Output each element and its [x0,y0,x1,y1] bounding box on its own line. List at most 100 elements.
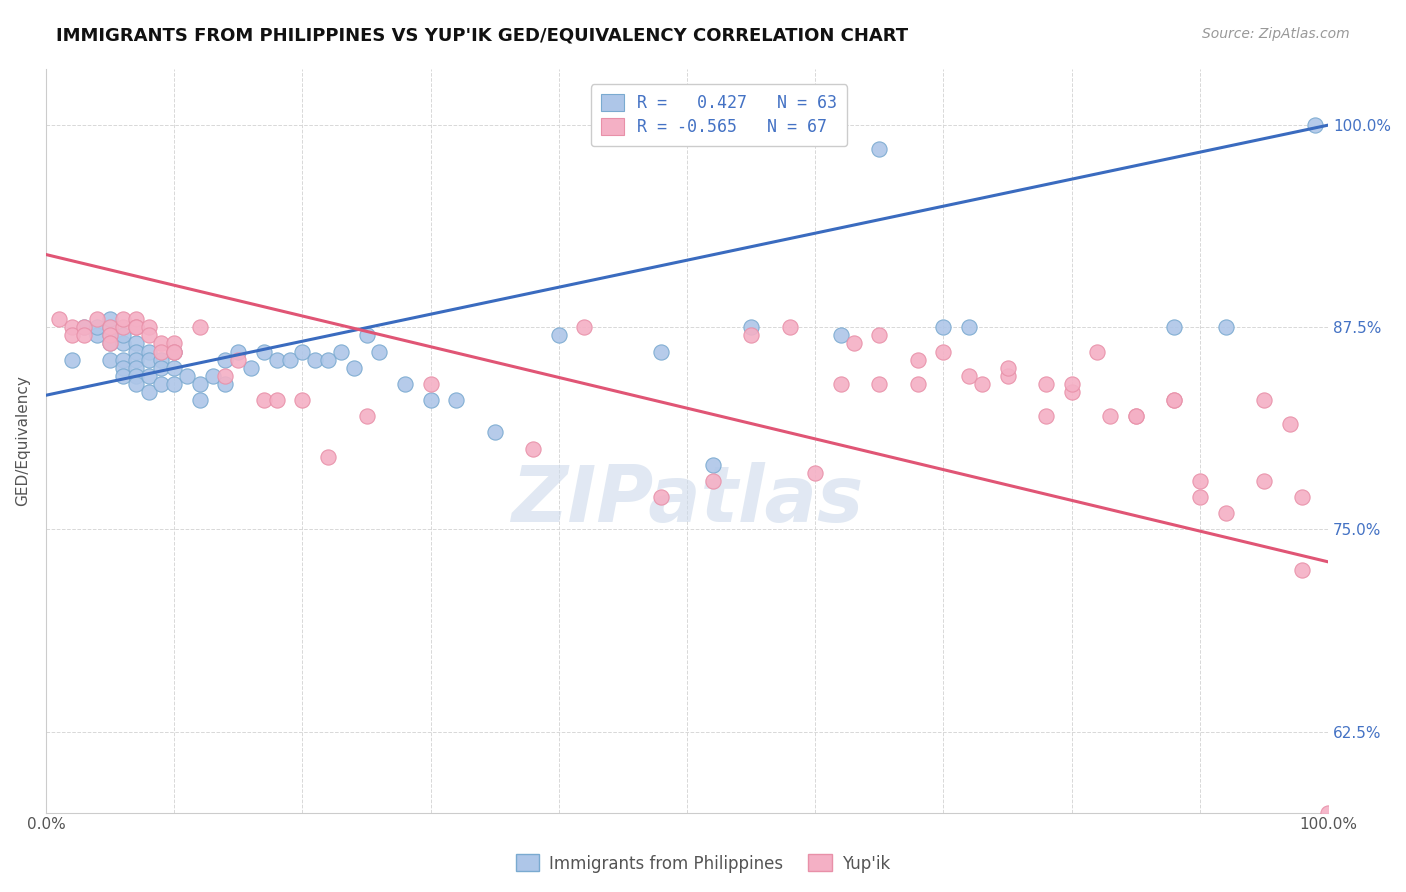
Point [73,328,96,343]
Point [1215,506,1237,520]
Point [98,352,121,367]
Point [997,360,1019,375]
Point [86,320,108,334]
Point [356,328,378,343]
Point [266,352,288,367]
Point [138,384,160,399]
Point [1060,376,1083,391]
Point [316,352,339,367]
Point [419,393,441,408]
Point [163,344,186,359]
Point [957,368,980,383]
Point [98,336,121,351]
Point [1099,409,1122,424]
Point [163,344,186,359]
Point [446,393,468,408]
Point [125,336,148,351]
Point [48,312,70,326]
Point [60,352,83,367]
Point [343,360,366,375]
Point [868,142,890,156]
Point [176,368,198,383]
Point [98,320,121,334]
Point [163,344,186,359]
Point [368,344,391,359]
Point [804,466,827,480]
Point [125,376,148,391]
Point [253,393,276,408]
Point [125,312,148,326]
Point [111,360,134,375]
Point [226,344,249,359]
Point [304,352,326,367]
Point [740,320,762,334]
Point [111,352,134,367]
Point [842,336,865,351]
Point [60,328,83,343]
Point [138,352,160,367]
Point [1060,384,1083,399]
Point [932,344,955,359]
Point [150,344,173,359]
Point [111,320,134,334]
Legend: R =   0.427   N = 63, R = -0.565   N = 67: R = 0.427 N = 63, R = -0.565 N = 67 [591,84,848,146]
Point [1163,393,1185,408]
Point [868,376,890,391]
Point [98,336,121,351]
Point [522,442,544,456]
Point [650,490,672,504]
Point [1278,417,1301,432]
Point [1305,118,1327,132]
Point [98,320,121,334]
Point [163,360,186,375]
Legend: Immigrants from Philippines, Yup'ik: Immigrants from Philippines, Yup'ik [509,847,897,880]
Point [163,376,186,391]
Point [702,474,724,488]
Point [125,344,148,359]
Point [150,352,173,367]
Point [650,344,672,359]
Text: Source: ZipAtlas.com: Source: ZipAtlas.com [1202,27,1350,41]
Point [163,336,186,351]
Point [1317,805,1340,820]
Point [702,458,724,472]
Point [1125,409,1147,424]
Point [150,336,173,351]
Point [830,376,852,391]
Point [188,393,211,408]
Point [907,352,929,367]
Text: ZIPatlas: ZIPatlas [510,462,863,538]
Point [1035,409,1057,424]
Point [1163,393,1185,408]
Point [138,320,160,334]
Point [1253,393,1275,408]
Point [60,320,83,334]
Point [1253,474,1275,488]
Point [291,344,314,359]
Point [214,368,236,383]
Point [574,320,596,334]
Point [1188,490,1211,504]
Point [1291,490,1313,504]
Point [740,328,762,343]
Point [111,312,134,326]
Point [932,320,955,334]
Point [111,368,134,383]
Point [970,376,993,391]
Point [86,328,108,343]
Point [111,336,134,351]
Point [214,352,236,367]
Point [1085,344,1108,359]
Point [1291,563,1313,577]
Point [214,376,236,391]
Point [291,393,314,408]
Point [150,376,173,391]
Point [188,320,211,334]
Point [356,409,378,424]
Point [125,352,148,367]
Point [907,376,929,391]
Point [329,344,352,359]
Point [73,320,96,334]
Point [868,328,890,343]
Point [201,368,224,383]
